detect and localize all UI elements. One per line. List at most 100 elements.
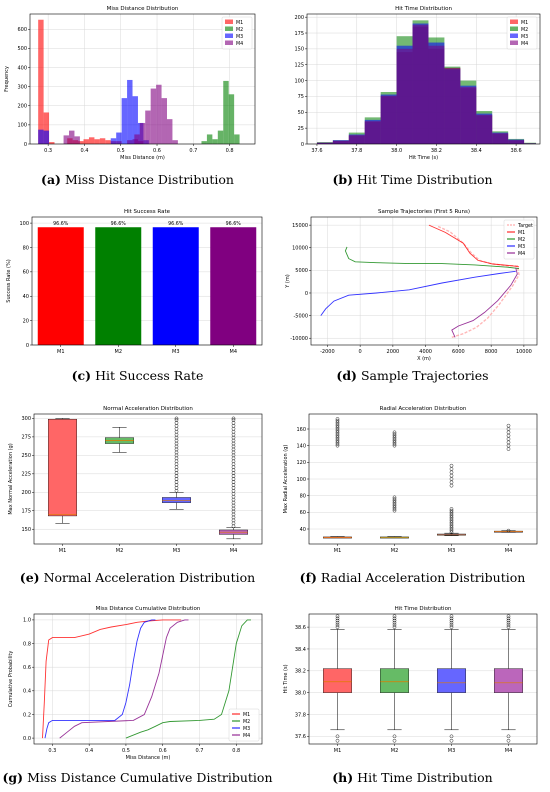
legend-swatch xyxy=(225,19,233,24)
outlier-point xyxy=(335,625,340,629)
outlier-point xyxy=(506,623,511,627)
y-tick-label: 1.0 xyxy=(23,618,31,624)
y-tick-label: 0 xyxy=(305,291,308,297)
histogram-bar-m2 xyxy=(234,134,240,144)
outlier-point xyxy=(231,471,236,475)
outlier-point xyxy=(335,616,340,621)
x-tick-label: M1 xyxy=(334,548,342,554)
outlier-point xyxy=(231,521,236,526)
histogram-bar-m4 xyxy=(69,130,75,144)
outlier-point xyxy=(449,618,454,623)
x-axis-label: Hit Time (s) xyxy=(409,155,438,161)
success-rate-bar xyxy=(152,227,199,345)
x-tick-label: 37.6 xyxy=(311,148,322,154)
boxplot-m3 xyxy=(437,463,466,536)
y-tick-label: 100 xyxy=(19,221,29,227)
y-axis-label: Frequency xyxy=(4,66,10,92)
outlier-point xyxy=(506,433,511,438)
caption-g: (g) Miss Distance Cumulative Distributio… xyxy=(0,770,275,785)
histogram-bar-m4 xyxy=(348,135,365,144)
outlier-point xyxy=(174,465,179,469)
x-axis-label: X (m) xyxy=(417,356,431,362)
histogram-bar-m1 xyxy=(88,137,95,144)
y-tick-label: 275 xyxy=(21,435,31,441)
chart-title: Sample Trajectories (First 5 Runs) xyxy=(378,209,470,215)
y-tick-label: 120 xyxy=(296,460,306,466)
boxplot-m2 xyxy=(380,430,409,539)
box-iqr xyxy=(162,497,191,503)
outlier-point xyxy=(231,462,236,467)
histogram-bar-m2 xyxy=(201,141,207,144)
chart-c: Hit Success Rate 0 20 40 60 80 100 Success Rate… xyxy=(6,209,263,355)
legend-swatch xyxy=(225,26,233,31)
outlier-point xyxy=(231,456,236,461)
outlier-point xyxy=(449,620,454,625)
outlier-point xyxy=(335,623,340,627)
y-tick-label: 0.4 xyxy=(23,689,31,695)
outlier-point xyxy=(449,483,454,488)
legend-swatch xyxy=(225,40,233,45)
outlier-point xyxy=(335,620,340,625)
y-tick-label: 200 xyxy=(17,104,27,110)
y-tick-label: 60 xyxy=(23,270,29,276)
outlier-point xyxy=(174,483,179,487)
x-tick-label: 38.4 xyxy=(471,148,482,154)
histogram-bar-m1 xyxy=(83,139,89,144)
y-tick-label: 37.6 xyxy=(295,734,306,740)
histogram-bar-m4 xyxy=(460,86,477,144)
histogram-bar-m4 xyxy=(332,140,349,144)
outlier-point xyxy=(174,489,179,493)
histogram-bar-m4 xyxy=(476,114,493,144)
panel-sample-trajectories: Sample Trajectories (First 5 Runs) -10000… xyxy=(275,203,550,401)
histogram-bar-m4 xyxy=(428,45,445,144)
plot-frame xyxy=(33,413,263,545)
legend-label: M4 xyxy=(236,41,243,47)
outlier-point xyxy=(231,465,236,469)
outlier-point xyxy=(231,453,236,458)
legend-label: M3 xyxy=(518,244,525,250)
outlier-point xyxy=(449,463,454,468)
outlier-point xyxy=(506,423,511,428)
caption-f: (f) Radial Acceleration Distribution xyxy=(275,570,550,585)
outlier-point xyxy=(335,417,340,421)
outlier-point xyxy=(231,489,236,493)
legend-label: M1 xyxy=(243,712,250,718)
legend-label: M1 xyxy=(236,20,243,26)
legend-swatch xyxy=(225,33,233,38)
outlier-point xyxy=(449,508,454,513)
y-tick-label: 75 xyxy=(298,94,304,100)
outlier-point xyxy=(231,441,236,446)
legend-label: M3 xyxy=(243,726,250,732)
x-tick-label: 2000 xyxy=(387,349,400,355)
histogram-bar-m4 xyxy=(524,143,537,144)
axes-group: -10000 -5000 0 5000 10000 15000 -2000 0 2000 4000… xyxy=(290,217,537,355)
histogram-bar-m2 xyxy=(524,142,537,144)
outlier-point xyxy=(174,474,179,478)
outlier-point xyxy=(174,435,179,440)
x-tick-label: 0.4 xyxy=(80,148,88,154)
box-iqr xyxy=(323,668,352,693)
y-tick-label: 600 xyxy=(17,27,27,33)
histogram-bar-m4 xyxy=(156,84,162,144)
y-axis-label: Success Rate (%) xyxy=(6,259,12,302)
histogram-bar-m1 xyxy=(99,138,106,144)
x-tick-label: 4000 xyxy=(419,349,432,355)
y-tick-label: 500 xyxy=(17,46,27,52)
outlier-point xyxy=(231,468,236,472)
y-tick-label: -5000 xyxy=(293,313,308,319)
x-tick-label: M4 xyxy=(230,548,238,554)
y-tick-label: 0.8 xyxy=(23,641,31,647)
plot-frame xyxy=(308,613,538,745)
box-iqr xyxy=(437,668,466,693)
y-tick-label: 10000 xyxy=(292,246,308,252)
y-tick-label: 175 xyxy=(21,509,31,515)
outlier-point xyxy=(392,430,397,435)
y-tick-label: 0 xyxy=(301,142,304,148)
outlier-point xyxy=(174,456,179,461)
legend-box xyxy=(228,708,260,742)
outlier-point xyxy=(231,491,236,496)
boxplot-m4 xyxy=(219,416,248,540)
outlier-point xyxy=(231,494,236,499)
outlier-point xyxy=(174,416,179,421)
y-tick-label: 0.6 xyxy=(23,665,31,671)
